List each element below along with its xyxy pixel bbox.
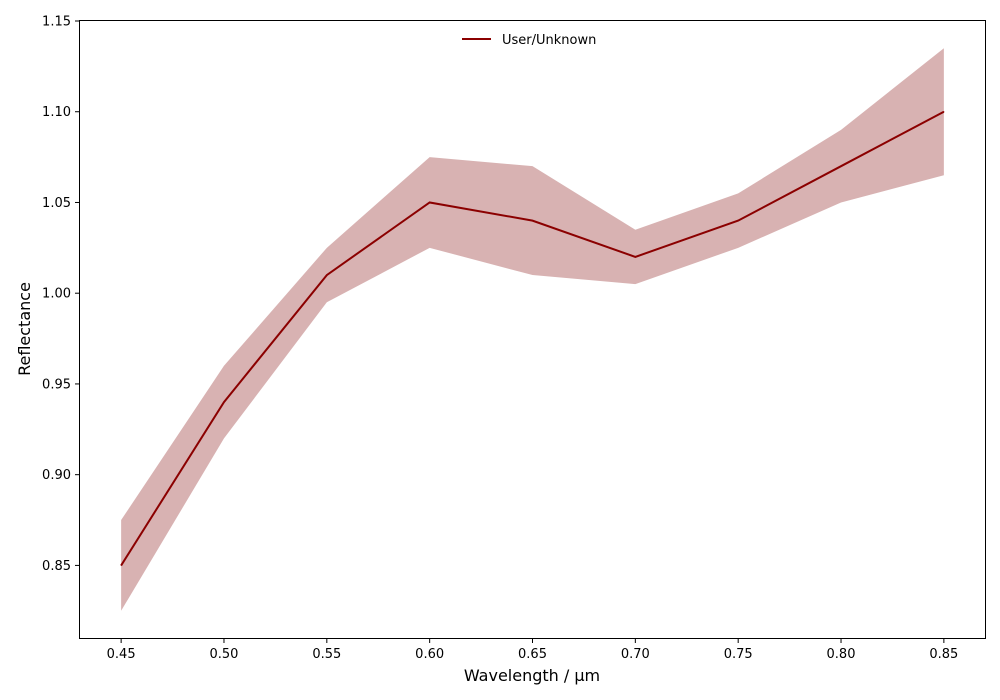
x-tick-label: 0.45 [107, 647, 136, 662]
x-tick-label: 0.85 [929, 647, 958, 662]
uncertainty-band-layer [121, 48, 944, 611]
y-tick-label: 1.05 [42, 196, 71, 211]
x-tick-label: 0.55 [312, 647, 341, 662]
x-tick-label: 0.75 [724, 647, 753, 662]
y-tick-label: 1.10 [42, 105, 71, 120]
x-tick-label: 0.60 [415, 647, 444, 662]
x-axis-label: Wavelength / μm [464, 666, 600, 685]
data-point [326, 274, 328, 276]
x-tick-label: 0.65 [518, 647, 547, 662]
y-axis-label: Reflectance [15, 282, 34, 376]
x-tick-label: 0.50 [210, 647, 239, 662]
data-point [737, 220, 739, 222]
y-tick-label: 1.00 [42, 287, 71, 302]
y-tick-label: 0.85 [42, 559, 71, 574]
legend-label-user-unknown: User/Unknown [502, 33, 596, 48]
x-tick-label: 0.80 [827, 647, 856, 662]
data-point [429, 201, 431, 203]
uncertainty-band-0 [121, 48, 944, 611]
data-point [120, 564, 122, 566]
x-axis-ticks: 0.45 0.50 0.55 0.60 0.65 0.70 0.75 0.80 0.85 [107, 638, 958, 662]
legend: User/Unknown [462, 33, 596, 48]
y-tick-label: 1.15 [42, 15, 71, 30]
data-point [223, 401, 225, 403]
data-point [840, 165, 842, 167]
y-tick-label: 0.95 [42, 377, 71, 392]
data-point [532, 220, 533, 222]
y-tick-label: 0.90 [42, 468, 71, 483]
data-point [943, 111, 945, 113]
x-tick-label: 0.70 [621, 647, 650, 662]
data-point [634, 256, 636, 258]
series-line-layer [120, 110, 945, 566]
y-axis-ticks: 0.85 0.90 0.95 1.00 1.05 1.10 1.15 [42, 15, 80, 574]
